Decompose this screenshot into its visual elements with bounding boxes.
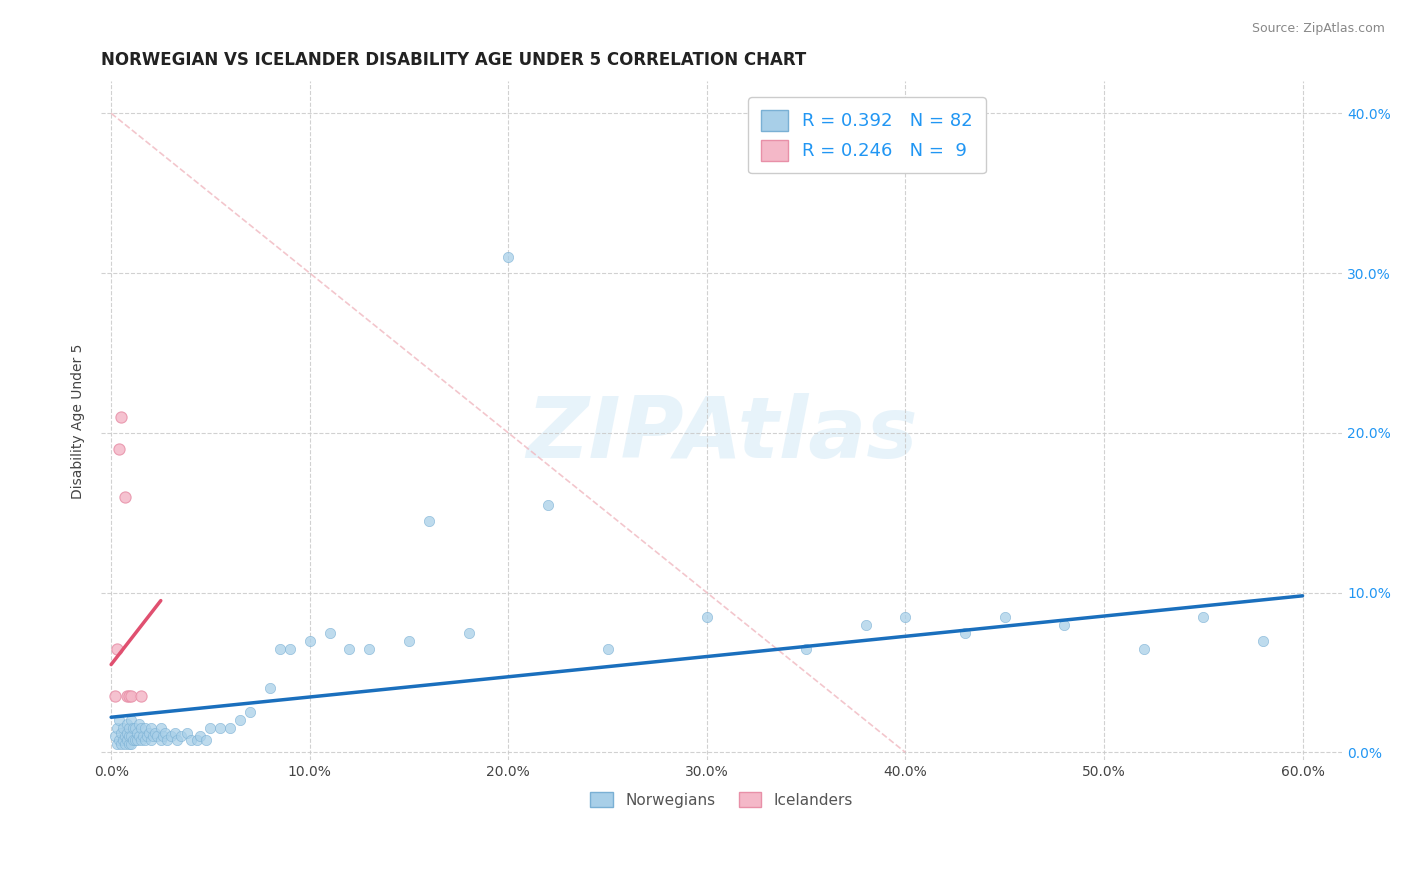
Point [118, 690, 141, 704]
Point [139, 732, 162, 747]
Point [339, 641, 361, 656]
Point [118, 730, 141, 744]
Point [278, 641, 301, 656]
Point [794, 641, 817, 656]
Point [110, 738, 132, 752]
Point [176, 726, 198, 740]
Y-axis label: Disability Age Under 5: Disability Age Under 5 [72, 343, 86, 499]
Point [120, 738, 142, 752]
Point [112, 732, 135, 747]
Point [122, 722, 145, 736]
Point [219, 722, 242, 736]
Point [108, 442, 131, 456]
Point [195, 732, 218, 747]
Point [537, 498, 560, 512]
Point [105, 738, 128, 752]
Point [180, 732, 202, 747]
Point [229, 714, 252, 728]
Point [1192, 609, 1215, 624]
Point [498, 250, 520, 264]
Point [112, 722, 135, 736]
Point [1132, 641, 1154, 656]
Point [359, 641, 381, 656]
Point [138, 726, 160, 740]
Point [129, 722, 152, 736]
Point [143, 726, 166, 740]
Point [209, 722, 232, 736]
Point [159, 730, 181, 744]
Legend: Norwegians, Icelanders: Norwegians, Icelanders [585, 786, 859, 814]
Point [108, 714, 131, 728]
Point [108, 732, 131, 747]
Point [1053, 617, 1076, 632]
Point [457, 625, 479, 640]
Point [418, 514, 440, 528]
Point [134, 732, 156, 747]
Point [114, 738, 136, 752]
Point [163, 726, 186, 740]
Point [1251, 633, 1274, 648]
Point [105, 722, 128, 736]
Point [122, 732, 145, 747]
Text: NORWEGIAN VS ICELANDER DISABILITY AGE UNDER 5 CORRELATION CHART: NORWEGIAN VS ICELANDER DISABILITY AGE UN… [101, 51, 807, 69]
Point [115, 690, 138, 704]
Point [129, 732, 152, 747]
Point [186, 732, 208, 747]
Text: ZIPAtlas: ZIPAtlas [526, 393, 918, 476]
Point [149, 722, 172, 736]
Point [152, 730, 174, 744]
Point [269, 641, 291, 656]
Point [110, 726, 132, 740]
Point [129, 690, 152, 704]
Point [200, 722, 222, 736]
Point [153, 726, 176, 740]
Point [105, 641, 128, 656]
Point [259, 681, 281, 696]
Point [894, 609, 917, 624]
Point [118, 722, 141, 736]
Point [318, 625, 340, 640]
Point [104, 730, 127, 744]
Point [118, 738, 141, 752]
Point [115, 732, 138, 747]
Point [142, 730, 165, 744]
Point [115, 726, 138, 740]
Point [156, 732, 179, 747]
Point [110, 409, 132, 424]
Point [132, 730, 155, 744]
Point [120, 730, 142, 744]
Point [596, 641, 619, 656]
Point [120, 690, 142, 704]
Point [166, 732, 188, 747]
Point [128, 730, 150, 744]
Point [239, 706, 262, 720]
Point [125, 732, 148, 747]
Point [696, 609, 718, 624]
Point [124, 722, 146, 736]
Point [139, 722, 162, 736]
Point [120, 714, 142, 728]
Point [115, 716, 138, 731]
Point [114, 490, 136, 504]
Text: Source: ZipAtlas.com: Source: ZipAtlas.com [1251, 22, 1385, 36]
Point [125, 726, 148, 740]
Point [104, 690, 127, 704]
Point [398, 633, 420, 648]
Point [190, 730, 212, 744]
Point [298, 633, 321, 648]
Point [169, 730, 191, 744]
Point [149, 732, 172, 747]
Point [135, 730, 157, 744]
Point [134, 722, 156, 736]
Point [953, 625, 976, 640]
Point [128, 716, 150, 731]
Point [994, 609, 1017, 624]
Point [114, 730, 136, 744]
Point [855, 617, 877, 632]
Point [146, 730, 169, 744]
Point [124, 732, 146, 747]
